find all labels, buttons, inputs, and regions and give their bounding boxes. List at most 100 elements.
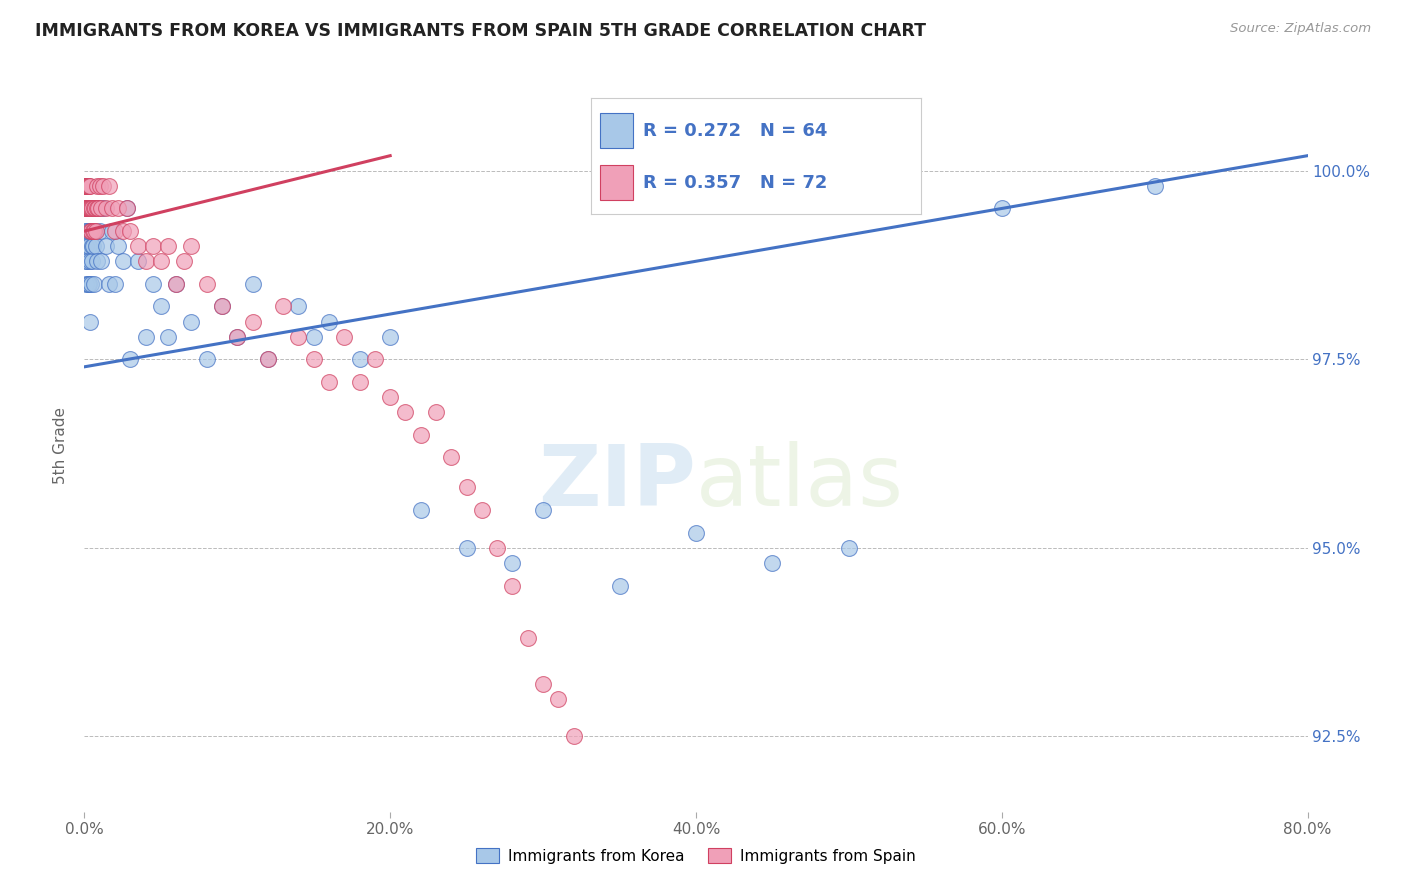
Point <box>135 329 157 343</box>
Point <box>86 254 108 268</box>
Point <box>226 329 249 343</box>
Point <box>111 224 134 238</box>
Point <box>77 277 100 291</box>
Point <box>349 375 371 389</box>
Point <box>115 202 138 216</box>
Point <box>531 503 554 517</box>
Point <box>97 178 120 193</box>
Text: ZIP: ZIP <box>538 441 696 524</box>
Point <box>89 224 111 238</box>
Point <box>79 202 101 216</box>
Text: R = 0.357   N = 72: R = 0.357 N = 72 <box>644 174 828 192</box>
Point <box>76 202 98 216</box>
Point <box>380 329 402 343</box>
Point <box>84 202 107 216</box>
Point <box>180 239 202 253</box>
Point <box>318 375 340 389</box>
Point <box>142 277 165 291</box>
Point <box>257 352 280 367</box>
Point <box>79 224 101 238</box>
Point <box>75 277 97 291</box>
Point <box>364 352 387 367</box>
Point <box>257 352 280 367</box>
Point <box>79 315 101 329</box>
Point <box>211 300 233 314</box>
Point <box>83 202 105 216</box>
Point <box>1143 178 1166 193</box>
Point <box>120 224 142 238</box>
Text: R = 0.272   N = 64: R = 0.272 N = 64 <box>644 121 828 139</box>
FancyBboxPatch shape <box>600 113 634 148</box>
Point <box>107 202 129 216</box>
Point <box>77 239 100 253</box>
Point <box>84 239 107 253</box>
Point <box>79 202 101 216</box>
Point <box>302 329 325 343</box>
Point <box>349 352 371 367</box>
Point <box>90 202 112 216</box>
Legend: Immigrants from Korea, Immigrants from Spain: Immigrants from Korea, Immigrants from S… <box>470 842 922 870</box>
Point <box>287 329 309 343</box>
Point <box>195 352 218 367</box>
Point <box>89 178 111 193</box>
Point <box>91 202 114 216</box>
Point <box>471 503 494 517</box>
Point <box>77 277 100 291</box>
Point <box>82 224 104 238</box>
Text: atlas: atlas <box>696 441 904 524</box>
Point <box>86 178 108 193</box>
Point <box>562 729 585 743</box>
Point <box>165 277 187 291</box>
Point <box>76 202 98 216</box>
Point <box>149 254 172 268</box>
Point <box>165 277 187 291</box>
Point <box>82 239 104 253</box>
Point <box>94 202 117 216</box>
Point <box>502 556 524 570</box>
Point <box>83 202 105 216</box>
Point <box>76 202 98 216</box>
Point <box>149 300 172 314</box>
Point <box>75 239 97 253</box>
Point <box>991 202 1014 216</box>
Point <box>80 239 103 253</box>
Point <box>226 329 249 343</box>
FancyBboxPatch shape <box>600 165 634 200</box>
Point <box>76 254 98 268</box>
Point <box>91 178 114 193</box>
Point <box>80 254 103 268</box>
Point <box>394 405 416 419</box>
Point <box>609 578 631 592</box>
Point <box>77 178 100 193</box>
Point <box>180 315 202 329</box>
Point <box>516 632 538 646</box>
Point <box>502 578 524 592</box>
Point <box>80 224 103 238</box>
Point <box>97 277 120 291</box>
Text: IMMIGRANTS FROM KOREA VS IMMIGRANTS FROM SPAIN 5TH GRADE CORRELATION CHART: IMMIGRANTS FROM KOREA VS IMMIGRANTS FROM… <box>35 22 927 40</box>
Y-axis label: 5th Grade: 5th Grade <box>53 408 69 484</box>
Point <box>111 254 134 268</box>
Point <box>101 224 124 238</box>
Point <box>761 556 783 570</box>
Point <box>77 178 100 193</box>
Point <box>75 224 97 238</box>
Point <box>77 202 100 216</box>
Point <box>104 277 127 291</box>
Text: Source: ZipAtlas.com: Source: ZipAtlas.com <box>1230 22 1371 36</box>
Point <box>142 239 165 253</box>
Point <box>75 178 97 193</box>
Point <box>127 239 149 253</box>
Point <box>302 352 325 367</box>
Point <box>127 254 149 268</box>
Point <box>87 202 110 216</box>
Point <box>456 480 478 494</box>
Point <box>440 450 463 465</box>
Point <box>409 427 432 442</box>
Point <box>80 202 103 216</box>
Point <box>77 202 100 216</box>
Point <box>76 202 98 216</box>
Point <box>83 277 105 291</box>
Point <box>685 525 707 540</box>
Point <box>80 277 103 291</box>
